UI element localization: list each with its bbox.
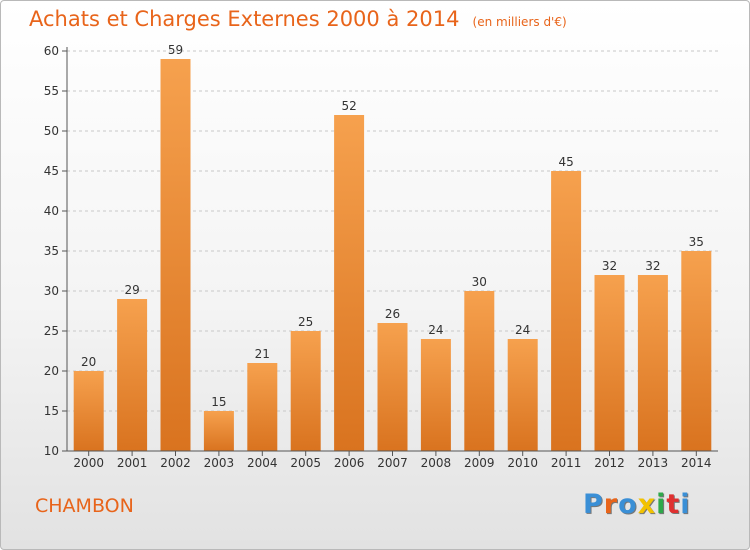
bar	[290, 331, 321, 451]
data-label: 52	[341, 99, 356, 113]
bar	[334, 115, 365, 451]
x-tick-label: 2011	[551, 456, 582, 470]
bar	[203, 411, 234, 451]
brand-letter: t	[666, 489, 681, 520]
x-tick-label: 2000	[73, 456, 104, 470]
bars	[73, 59, 712, 451]
y-tick-label: 20	[44, 364, 59, 378]
axes	[62, 47, 718, 456]
bar	[377, 323, 408, 451]
x-tick-label: 2014	[681, 456, 712, 470]
data-label: 26	[385, 307, 400, 321]
data-label: 32	[602, 259, 617, 273]
bar	[247, 363, 278, 451]
data-label: 25	[298, 315, 313, 329]
place-name: CHAMBON	[35, 495, 134, 517]
x-tick-label: 2004	[247, 456, 278, 470]
bar	[420, 339, 451, 451]
brand-letter: x	[637, 489, 657, 520]
chart-title-unit: (en milliers d'€)	[472, 15, 567, 29]
data-label: 30	[472, 275, 487, 289]
y-tick-label: 50	[44, 124, 59, 138]
x-tick-label: 2008	[421, 456, 452, 470]
y-tick-label: 35	[44, 244, 59, 258]
bar	[594, 275, 625, 451]
bar	[507, 339, 538, 451]
bar	[681, 251, 712, 451]
brand-letter: P	[583, 489, 604, 520]
x-tick-label: 2005	[290, 456, 321, 470]
data-label: 24	[428, 323, 443, 337]
chart-title: Achats et Charges Externes 2000 à 2014 (…	[29, 7, 567, 31]
y-tick-label: 25	[44, 324, 59, 338]
bar	[551, 171, 582, 451]
data-label: 24	[515, 323, 530, 337]
x-tick-label: 2002	[160, 456, 191, 470]
x-tick-label: 2007	[377, 456, 408, 470]
data-label: 59	[168, 43, 183, 57]
x-tick-label: 2009	[464, 456, 495, 470]
labels: 10 15 20 25 30 35 40 45 50 55 60 20 2000 29 2001 59 2002…	[44, 43, 712, 470]
brand-letter: i	[656, 489, 667, 520]
y-tick-label: 55	[44, 84, 59, 98]
data-label: 20	[81, 355, 96, 369]
x-tick-label: 2010	[507, 456, 538, 470]
data-label: 21	[255, 347, 270, 361]
x-tick-label: 2006	[334, 456, 365, 470]
y-tick-label: 40	[44, 204, 59, 218]
chart-title-main: Achats et Charges Externes 2000 à 2014	[29, 7, 460, 31]
x-tick-label: 2003	[204, 456, 235, 470]
x-tick-label: 2001	[117, 456, 148, 470]
y-tick-label: 15	[44, 404, 59, 418]
bar	[117, 299, 148, 451]
data-label: 15	[211, 395, 226, 409]
bar	[464, 291, 495, 451]
y-tick-label: 60	[44, 44, 59, 58]
x-tick-label: 2012	[594, 456, 625, 470]
bar	[160, 59, 191, 451]
data-label: 45	[558, 155, 573, 169]
y-tick-label: 45	[44, 164, 59, 178]
y-tick-label: 10	[44, 444, 59, 458]
bar	[637, 275, 668, 451]
brand-letter: r	[603, 489, 619, 520]
brand-letter: i	[680, 489, 691, 520]
x-tick-label: 2013	[638, 456, 669, 470]
data-label: 29	[124, 283, 139, 297]
bar	[73, 371, 104, 451]
data-label: 35	[689, 235, 704, 249]
brand-logo: Proxiti	[583, 489, 691, 520]
data-label: 32	[645, 259, 660, 273]
brand-letter: o	[618, 489, 638, 520]
y-tick-label: 30	[44, 284, 59, 298]
